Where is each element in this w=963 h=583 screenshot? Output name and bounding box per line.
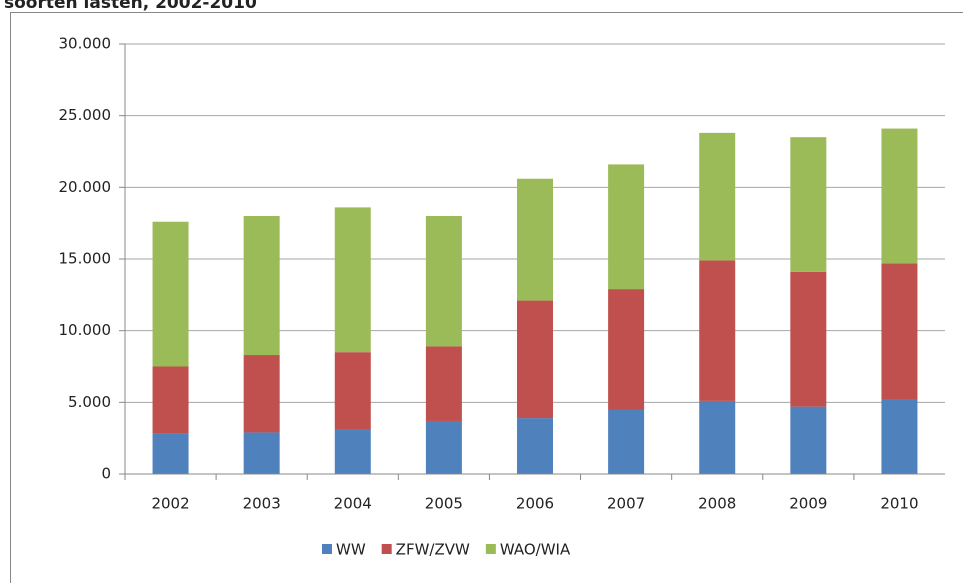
bar-segment — [881, 263, 918, 400]
y-tick-label: 30.000 — [59, 35, 112, 53]
bar-segment — [608, 289, 645, 410]
x-tick-label: 2004 — [334, 495, 372, 513]
y-tick-label: 5.000 — [68, 393, 111, 411]
bar-segment — [699, 132, 736, 261]
x-tick-label: 2010 — [880, 495, 918, 513]
bar-segment — [243, 216, 280, 356]
y-tick-label: 25.000 — [59, 106, 112, 124]
chart-title: soorten lasten, 2002-2010 — [4, 0, 257, 13]
legend-swatch — [322, 544, 332, 554]
y-tick-label: 20.000 — [59, 178, 112, 196]
bar-segment — [425, 346, 462, 421]
bar-segment — [699, 400, 736, 474]
y-tick-label: 15.000 — [59, 250, 112, 268]
x-tick-label: 2007 — [607, 495, 645, 513]
legend-label: ZFW/ZVW — [396, 541, 470, 559]
x-tick-label: 2009 — [789, 495, 827, 513]
legend-swatch — [485, 544, 496, 554]
bar-segment — [790, 271, 827, 407]
bar-segment — [608, 409, 645, 474]
x-tick-label: 2003 — [243, 495, 281, 513]
bar-segment — [699, 260, 736, 401]
x-tick-label: 2008 — [698, 495, 736, 513]
bar-segment — [608, 164, 645, 290]
bar-segment — [881, 128, 918, 264]
bar-segment — [152, 221, 189, 367]
bar-segment — [243, 432, 280, 474]
bar-segment — [334, 352, 371, 430]
x-tick-label: 2005 — [425, 495, 463, 513]
bar-segment — [243, 355, 280, 433]
bar-segment — [334, 207, 371, 353]
x-tick-label: 2006 — [516, 495, 554, 513]
bar-segment — [425, 420, 462, 474]
bar-segment — [790, 137, 827, 272]
bar-segment — [790, 406, 827, 474]
legend-label: WAO/WIA — [500, 541, 571, 559]
bar-segment — [425, 216, 462, 347]
bar-segment — [517, 418, 553, 474]
bar-segment — [881, 399, 918, 474]
bar-segment — [152, 366, 189, 434]
bar-segment — [334, 429, 371, 474]
y-tick-label: 0 — [101, 465, 111, 483]
bar-segment — [517, 300, 553, 419]
legend-swatch — [381, 544, 392, 554]
x-tick-label: 2002 — [151, 495, 189, 513]
bar-segment — [152, 433, 189, 474]
bar-segment — [517, 178, 553, 301]
y-tick-label: 10.000 — [59, 321, 112, 339]
legend-label: WW — [336, 541, 366, 559]
